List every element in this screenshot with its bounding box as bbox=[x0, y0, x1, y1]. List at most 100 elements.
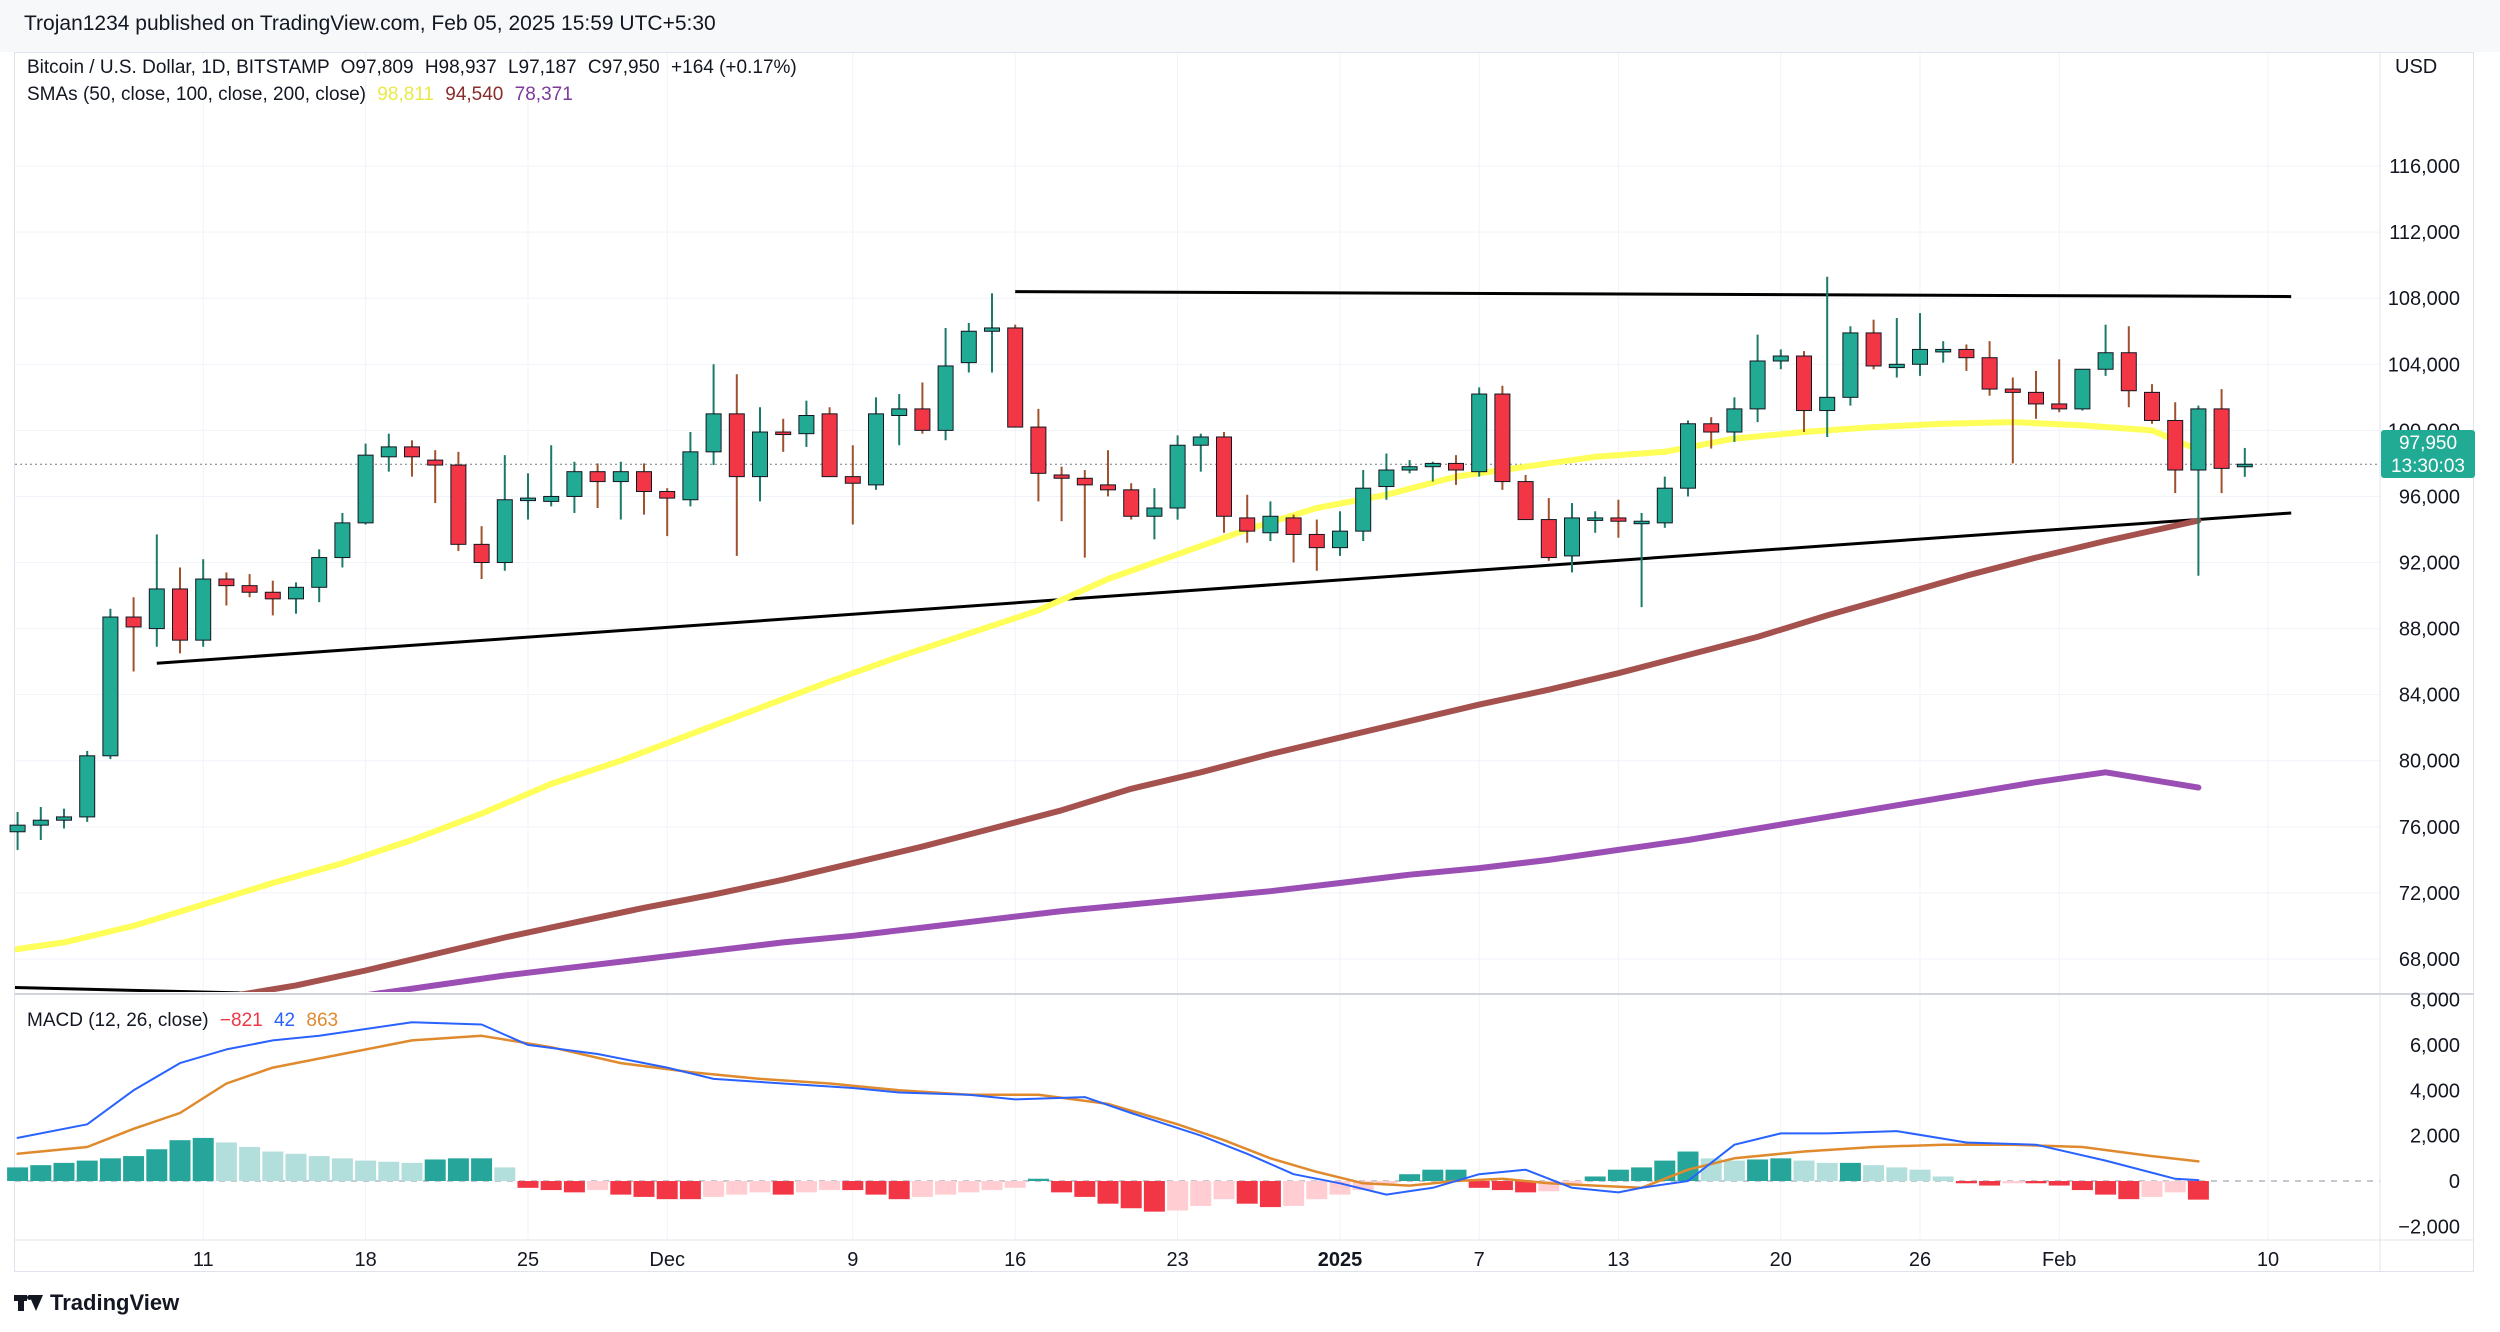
macd-histogram-bar bbox=[123, 1156, 145, 1182]
candle-body bbox=[1146, 507, 1163, 517]
macd-histogram-bar bbox=[1167, 1181, 1189, 1211]
candle-body bbox=[1819, 396, 1836, 412]
candle-body bbox=[1216, 436, 1232, 517]
candle bbox=[1610, 499, 1627, 538]
macd-histogram-bar bbox=[656, 1181, 678, 1200]
candle bbox=[1935, 341, 1952, 363]
macd-histogram-bar bbox=[2095, 1181, 2117, 1195]
candle bbox=[1888, 318, 1905, 378]
macd-histogram-bar bbox=[192, 1137, 214, 1182]
candle-body bbox=[1680, 423, 1696, 489]
macd-histogram-bar bbox=[239, 1146, 261, 1182]
candle-body bbox=[798, 415, 815, 435]
candle-body bbox=[2028, 391, 2044, 405]
macd-histogram-bar bbox=[2025, 1181, 2047, 1184]
candle-body bbox=[32, 819, 49, 826]
published-info: Trojan1234 published on TradingView.com,… bbox=[24, 12, 716, 35]
x-tick-label: 23 bbox=[1166, 1249, 1188, 1271]
candle-body bbox=[1610, 517, 1627, 522]
candle bbox=[682, 432, 699, 507]
macd-histogram-bar bbox=[2187, 1181, 2209, 1200]
candle bbox=[172, 567, 188, 654]
candle-body bbox=[1239, 517, 1256, 532]
candle bbox=[1308, 519, 1325, 571]
candle bbox=[1749, 334, 1766, 423]
macd-histogram-bar bbox=[1816, 1162, 1838, 1182]
macd-histogram-bar bbox=[1468, 1181, 1490, 1188]
macd-histogram-bar bbox=[1584, 1176, 1606, 1182]
macd-histogram-bar bbox=[1631, 1167, 1653, 1182]
macd-histogram-bar bbox=[1445, 1169, 1467, 1182]
macd-histogram-bar bbox=[1955, 1181, 1977, 1184]
macd-histogram-bar bbox=[494, 1167, 516, 1182]
candle-body bbox=[1935, 348, 1952, 353]
macd-histogram-bar bbox=[2141, 1181, 2163, 1197]
candle bbox=[427, 450, 444, 504]
candle-body bbox=[1888, 363, 1905, 369]
candle-body bbox=[891, 408, 908, 417]
candle bbox=[218, 572, 235, 606]
candle bbox=[1772, 349, 1789, 370]
tradingview-logo[interactable]: TradingView bbox=[14, 1290, 179, 1316]
macd-histogram-bar bbox=[1607, 1169, 1629, 1182]
candle-body bbox=[380, 446, 397, 458]
candle bbox=[1842, 326, 1859, 406]
candle bbox=[9, 811, 26, 850]
macd-histogram-bar bbox=[331, 1158, 353, 1182]
candle bbox=[868, 397, 884, 490]
y-tick-label: 92,000 bbox=[2399, 553, 2460, 575]
macd-histogram-bar bbox=[262, 1151, 284, 1182]
candle bbox=[844, 445, 861, 525]
macd-histogram-bar bbox=[1723, 1160, 1745, 1182]
candle bbox=[1726, 397, 1743, 442]
macd-histogram-bar bbox=[772, 1181, 794, 1195]
macd-histogram-bar bbox=[1932, 1176, 1954, 1182]
candle-body bbox=[2120, 352, 2137, 392]
candle-body bbox=[195, 578, 212, 641]
candle-body bbox=[821, 413, 838, 478]
x-tick-label: 20 bbox=[1770, 1249, 1792, 1271]
chart-frame bbox=[14, 52, 2474, 1272]
candle bbox=[1076, 470, 1093, 558]
macd-histogram-bar bbox=[285, 1153, 307, 1182]
candle bbox=[1007, 324, 1024, 428]
candle bbox=[496, 455, 513, 571]
candle-body bbox=[1587, 517, 1604, 521]
currency-label[interactable]: USD bbox=[2395, 56, 2438, 78]
candle bbox=[1564, 503, 1580, 573]
macd-label: MACD (12, 26, close) bbox=[27, 1010, 209, 1031]
last-price-tag: 97,950 13:30:03 bbox=[2381, 430, 2475, 478]
candle bbox=[2051, 359, 2068, 413]
candle-body bbox=[728, 413, 745, 478]
candle bbox=[1958, 344, 1975, 371]
trendlines bbox=[15, 290, 2292, 992]
candle-body bbox=[1076, 477, 1093, 486]
candle-body bbox=[450, 464, 467, 545]
y-tick-label: 84,000 bbox=[2399, 685, 2460, 707]
legend-macd[interactable]: MACD (12, 26, close) −821 42 863 bbox=[27, 1010, 338, 1032]
candle bbox=[2097, 324, 2114, 376]
legend-close: C97,950 bbox=[587, 57, 660, 78]
candle bbox=[1216, 432, 1232, 533]
candle-body bbox=[1401, 466, 1418, 471]
legend-sma[interactable]: SMAs (50, close, 100, close, 200, close)… bbox=[27, 84, 573, 106]
candle bbox=[891, 394, 908, 446]
candle bbox=[636, 463, 652, 515]
candle-body bbox=[56, 816, 72, 821]
x-tick-label: 16 bbox=[1004, 1249, 1026, 1271]
candle-body bbox=[1517, 481, 1534, 521]
candle-body bbox=[102, 616, 119, 757]
candle-body bbox=[2051, 403, 2068, 410]
macd-histogram-bar bbox=[1352, 1181, 1374, 1191]
macd-histogram-bar bbox=[517, 1181, 539, 1188]
candle-body bbox=[1633, 520, 1650, 525]
candle-body bbox=[1424, 462, 1441, 468]
y-tick-label: 72,000 bbox=[2399, 883, 2460, 905]
y-tick-label: 112,000 bbox=[2389, 222, 2460, 244]
candle-body bbox=[1308, 533, 1325, 549]
x-tick-label: 7 bbox=[1474, 1249, 1485, 1271]
candle-body bbox=[1007, 327, 1024, 428]
candle bbox=[56, 808, 72, 829]
candle bbox=[241, 574, 258, 598]
